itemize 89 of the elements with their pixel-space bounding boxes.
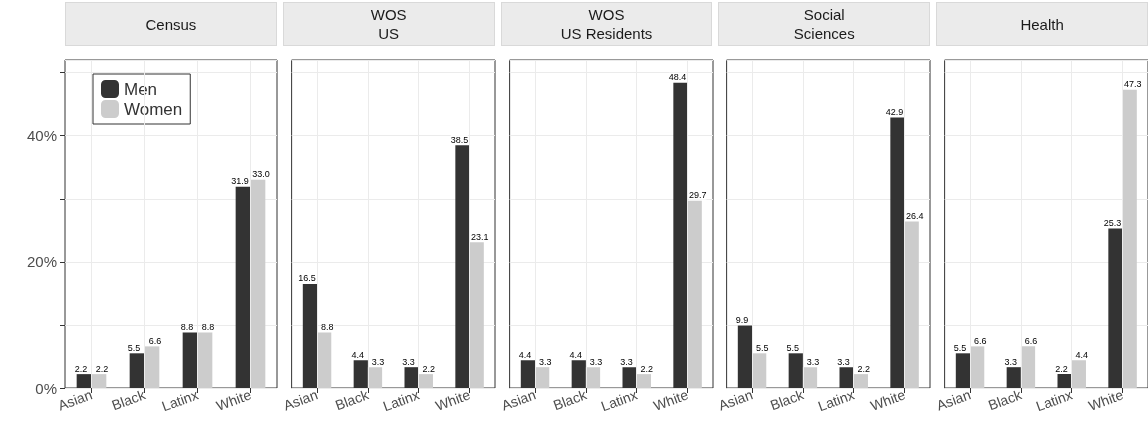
- legend-label: Women: [124, 99, 183, 119]
- x-tick-label: White: [214, 386, 254, 414]
- x-tick-label: Black: [332, 386, 372, 414]
- data-label: 6.6: [1024, 335, 1038, 346]
- data-label: 8.8: [201, 321, 215, 332]
- chart-title: Social Sciences: [718, 2, 931, 46]
- x-tick-label: Black: [986, 386, 1025, 414]
- chart-title: WOS US Residents: [500, 2, 713, 46]
- bar: [316, 332, 332, 388]
- bar: [854, 374, 869, 388]
- data-label: 5.5: [127, 342, 141, 353]
- data-label: 5.5: [756, 342, 769, 353]
- y-tick-label: 40%: [26, 127, 57, 145]
- x-tick-label: White: [1086, 386, 1126, 414]
- x-tick-label: Asian: [281, 386, 320, 414]
- data-label: 42.9: [886, 106, 904, 117]
- y-tick-label: 0%: [35, 379, 57, 397]
- data-label: 3.3: [589, 356, 602, 367]
- y-tick-label: 20%: [26, 253, 57, 271]
- data-label: 47.3: [1124, 79, 1142, 90]
- data-label: 2.2: [74, 363, 88, 374]
- bar: [585, 367, 600, 388]
- data-label: 6.6: [148, 335, 162, 346]
- x-tick-label: Black: [109, 386, 149, 414]
- data-label: 5.5: [953, 342, 967, 353]
- bar: [534, 367, 549, 388]
- bar: [367, 367, 382, 388]
- data-label: 5.5: [786, 342, 800, 353]
- bar: [636, 374, 651, 388]
- data-label: 2.2: [857, 363, 871, 374]
- data-label: 3.3: [402, 356, 415, 367]
- bar: [144, 346, 160, 388]
- x-tick-label: White: [868, 386, 908, 414]
- data-label: 3.3: [1004, 356, 1018, 367]
- data-label: 8.8: [320, 321, 334, 332]
- bar: [904, 221, 920, 388]
- data-label: 4.4: [1075, 349, 1089, 360]
- bar: [469, 242, 484, 388]
- data-label: 4.4: [351, 349, 364, 360]
- x-tick-label: Latinx: [598, 386, 640, 415]
- bar: [970, 346, 985, 388]
- data-label: 3.3: [538, 356, 552, 367]
- data-label: 3.3: [371, 356, 385, 367]
- bar: [687, 200, 702, 388]
- data-label: 31.9: [231, 176, 249, 187]
- data-label: 8.8: [180, 321, 194, 332]
- data-label: 3.3: [807, 356, 820, 367]
- data-label: 3.3: [837, 356, 851, 367]
- bar: [1122, 89, 1137, 388]
- data-label: 4.4: [569, 349, 582, 360]
- x-tick-label: Black: [768, 386, 807, 414]
- chart-title: Census: [65, 2, 277, 46]
- data-label: 16.5: [297, 273, 316, 284]
- data-label: 4.4: [518, 349, 531, 360]
- x-tick-label: White: [433, 386, 473, 414]
- data-label: 26.4: [906, 210, 924, 221]
- x-tick-label: Latinx: [159, 386, 201, 415]
- x-tick-label: Asian: [934, 386, 973, 414]
- data-label: 25.3: [1103, 217, 1122, 228]
- data-label: 9.9: [736, 315, 749, 326]
- chart-title: WOS US: [282, 2, 495, 46]
- x-tick-label: Asian: [716, 386, 756, 414]
- data-label: 2.2: [1055, 363, 1069, 374]
- data-label: 23.1: [470, 231, 489, 242]
- x-tick-label: White: [650, 386, 691, 414]
- data-label: 2.2: [640, 363, 653, 374]
- x-tick-label: Latinx: [1034, 386, 1075, 415]
- bar: [197, 332, 213, 388]
- legend-label: Men: [124, 79, 158, 99]
- data-label: 38.5: [450, 134, 469, 145]
- x-tick-label: Black: [550, 386, 590, 414]
- data-label: 2.2: [422, 363, 435, 374]
- data-label: 3.3: [619, 356, 633, 367]
- x-tick-label: Latinx: [816, 386, 857, 415]
- bar: [752, 353, 767, 388]
- data-label: 29.7: [688, 190, 707, 201]
- bar: [418, 374, 433, 388]
- bar: [803, 367, 818, 388]
- data-label: 2.2: [95, 363, 109, 374]
- x-tick-label: Latinx: [380, 386, 422, 415]
- bar: [250, 179, 266, 388]
- data-label: 33.0: [252, 169, 270, 180]
- bar: [1071, 360, 1087, 388]
- data-label: 6.6: [974, 335, 987, 346]
- bar: [91, 374, 107, 388]
- x-tick-label: Asian: [498, 386, 538, 414]
- data-label: 48.4: [668, 72, 686, 83]
- chart-title: Health: [936, 2, 1148, 46]
- bar: [1021, 346, 1036, 388]
